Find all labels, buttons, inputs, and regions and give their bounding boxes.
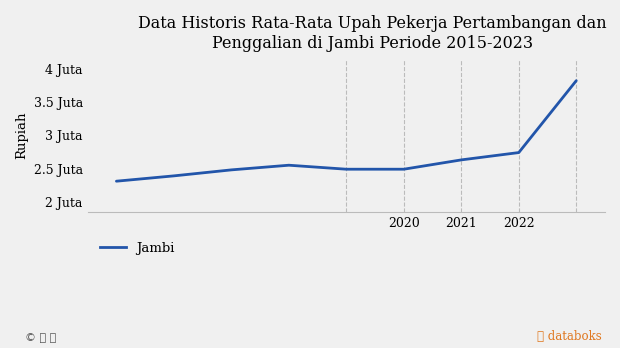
Y-axis label: Rupiah: Rupiah bbox=[15, 111, 28, 159]
Text: © ⓘ ⓢ: © ⓘ ⓢ bbox=[25, 333, 56, 343]
Title: Data Historis Rata-Rata Upah Pekerja Pertambangan dan
Penggalian di Jambi Period: Data Historis Rata-Rata Upah Pekerja Per… bbox=[138, 15, 606, 52]
Legend: Jambi: Jambi bbox=[94, 237, 180, 260]
Text: 📊 databoks: 📊 databoks bbox=[537, 330, 601, 343]
